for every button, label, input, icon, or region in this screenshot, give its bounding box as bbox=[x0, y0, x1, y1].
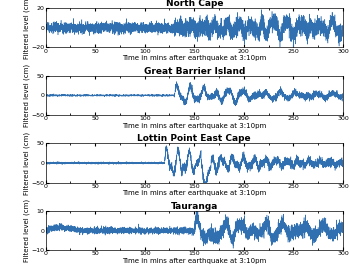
Y-axis label: Filtered level (cm): Filtered level (cm) bbox=[23, 0, 30, 59]
Title: North Cape: North Cape bbox=[166, 0, 223, 8]
Title: Great Barrier Island: Great Barrier Island bbox=[144, 67, 245, 76]
Y-axis label: Filtered level (cm): Filtered level (cm) bbox=[23, 199, 30, 262]
Y-axis label: Filtered level (cm): Filtered level (cm) bbox=[23, 131, 30, 194]
Title: Lottin Point East Cape: Lottin Point East Cape bbox=[138, 134, 251, 143]
X-axis label: Time in mins after earthquake at 3:10pm: Time in mins after earthquake at 3:10pm bbox=[122, 123, 266, 129]
Y-axis label: Filtered level (cm): Filtered level (cm) bbox=[23, 64, 30, 127]
X-axis label: Time in mins after earthquake at 3:10pm: Time in mins after earthquake at 3:10pm bbox=[122, 55, 266, 61]
X-axis label: Time in mins after earthquake at 3:10pm: Time in mins after earthquake at 3:10pm bbox=[122, 258, 266, 264]
X-axis label: Time in mins after earthquake at 3:10pm: Time in mins after earthquake at 3:10pm bbox=[122, 190, 266, 196]
Title: Tauranga: Tauranga bbox=[170, 202, 218, 211]
